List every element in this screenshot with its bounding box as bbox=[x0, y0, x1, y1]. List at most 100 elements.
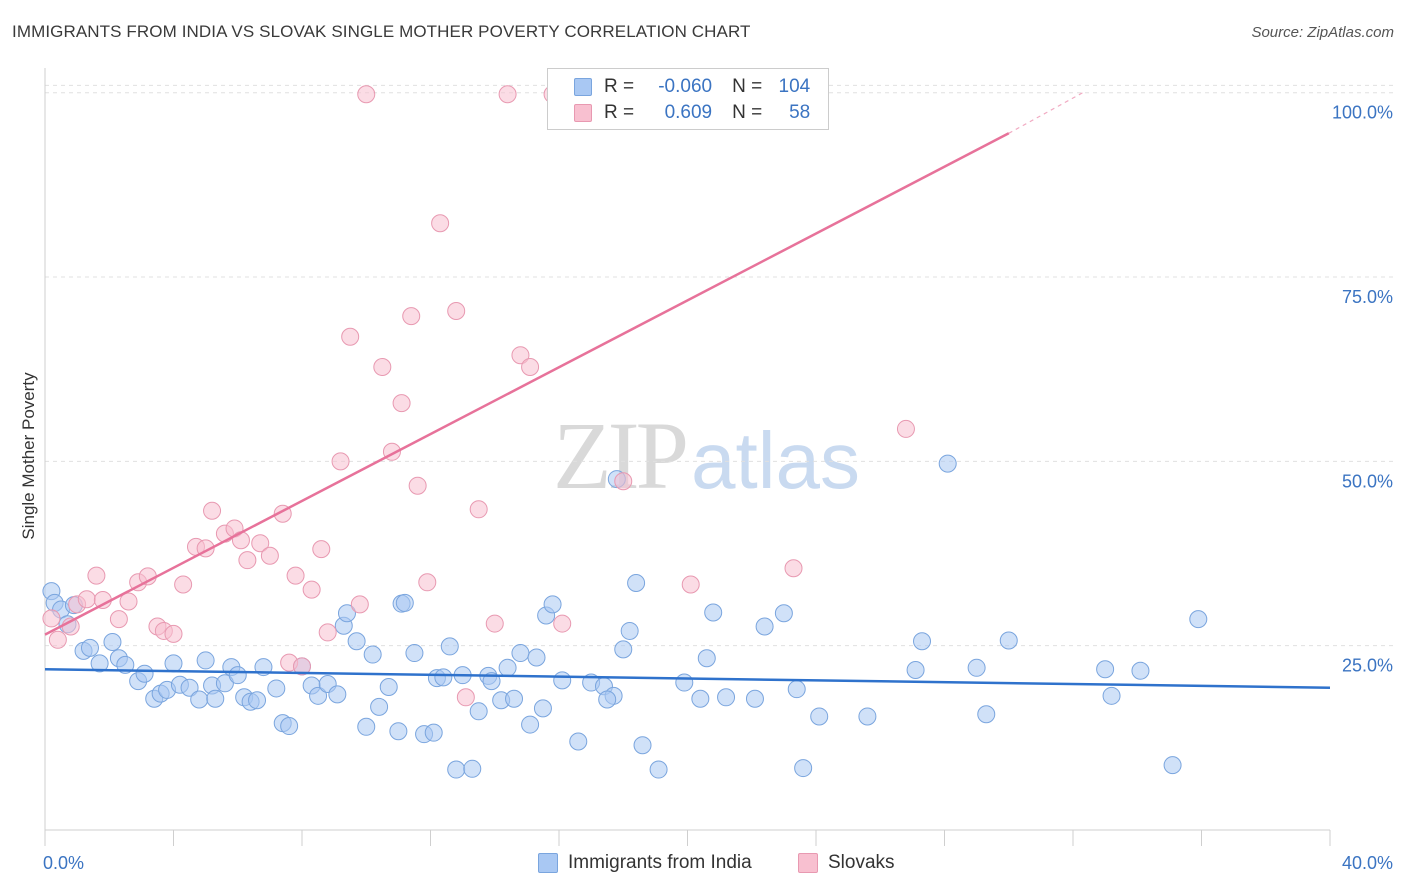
data-point bbox=[906, 661, 925, 680]
data-point bbox=[77, 590, 96, 609]
data-point bbox=[190, 690, 209, 709]
data-point bbox=[858, 707, 877, 726]
axes bbox=[44, 68, 1331, 846]
legend-item-india[interactable]: Immigrants from India bbox=[538, 852, 752, 874]
data-point bbox=[48, 630, 67, 649]
data-point bbox=[717, 688, 736, 707]
data-point bbox=[533, 699, 552, 718]
data-point bbox=[1131, 661, 1150, 680]
data-point bbox=[373, 358, 392, 377]
data-point bbox=[1102, 686, 1121, 705]
data-point bbox=[598, 690, 617, 709]
legend-r-label: R = bbox=[604, 102, 635, 123]
legend-label-slovaks: Slovaks bbox=[828, 852, 895, 873]
data-point bbox=[896, 419, 915, 438]
data-point bbox=[302, 580, 321, 599]
data-point bbox=[649, 760, 668, 779]
legend-r-label: R = bbox=[604, 76, 635, 97]
trend-line bbox=[44, 132, 1010, 636]
legend-swatch-india bbox=[538, 853, 558, 873]
data-point bbox=[389, 722, 408, 741]
data-point bbox=[784, 559, 803, 578]
data-point bbox=[309, 686, 328, 705]
y-tick-label: 25.0% bbox=[1342, 656, 1393, 676]
data-point bbox=[485, 614, 504, 633]
data-point bbox=[447, 760, 466, 779]
data-point bbox=[238, 551, 257, 570]
data-point bbox=[341, 327, 360, 346]
data-point bbox=[521, 358, 540, 377]
data-point bbox=[286, 566, 305, 585]
data-point bbox=[691, 689, 710, 708]
data-point bbox=[206, 689, 225, 708]
data-point bbox=[260, 546, 279, 565]
data-point bbox=[498, 85, 517, 104]
data-point bbox=[511, 644, 530, 663]
y-tick-label: 50.0% bbox=[1342, 471, 1393, 491]
data-point bbox=[280, 717, 299, 736]
series-slovaks-points bbox=[42, 83, 915, 707]
y-tick-label: 75.0% bbox=[1342, 287, 1393, 307]
data-point bbox=[405, 644, 424, 663]
data-point bbox=[627, 574, 646, 593]
data-point bbox=[109, 610, 128, 629]
data-point bbox=[196, 651, 215, 670]
data-point bbox=[357, 85, 376, 104]
data-point bbox=[424, 723, 443, 742]
data-point bbox=[164, 654, 183, 673]
data-point bbox=[697, 649, 716, 668]
data-point bbox=[357, 717, 376, 736]
data-point bbox=[119, 592, 138, 611]
source-label: Source: ZipAtlas.com bbox=[1251, 24, 1394, 41]
data-point bbox=[977, 705, 996, 724]
data-point bbox=[215, 674, 234, 693]
data-point bbox=[350, 595, 369, 614]
data-point bbox=[614, 640, 633, 659]
data-point bbox=[1096, 660, 1115, 679]
data-point bbox=[456, 688, 475, 707]
x-tick-label: 40.0% bbox=[1342, 853, 1393, 873]
data-point bbox=[527, 648, 546, 667]
data-point bbox=[1189, 610, 1208, 629]
trend-line-extension bbox=[1008, 92, 1083, 134]
data-point bbox=[913, 632, 932, 651]
legend-item-slovaks[interactable]: Slovaks bbox=[798, 852, 895, 874]
data-point bbox=[347, 632, 366, 651]
legend-swatch-slovaks bbox=[798, 853, 818, 873]
data-point bbox=[312, 540, 331, 559]
legend-n-value: 58 bbox=[789, 102, 811, 123]
legend-n-label: N = bbox=[732, 102, 763, 123]
data-point bbox=[328, 685, 347, 704]
data-point bbox=[135, 664, 154, 683]
data-point bbox=[370, 697, 389, 716]
data-point bbox=[116, 655, 135, 674]
data-point bbox=[174, 575, 193, 594]
data-point bbox=[248, 691, 267, 710]
data-point bbox=[42, 609, 61, 628]
data-point bbox=[203, 501, 222, 520]
data-point bbox=[967, 658, 986, 677]
data-point bbox=[704, 603, 723, 622]
data-point bbox=[511, 346, 530, 365]
legend-label-india: Immigrants from India bbox=[568, 852, 752, 873]
correlation-legend: R = -0.060 N = 104 R = 0.609 N = 58 bbox=[547, 68, 829, 130]
data-point bbox=[569, 732, 588, 751]
legend-swatch-india bbox=[574, 78, 592, 96]
data-point bbox=[633, 736, 652, 755]
data-point bbox=[318, 623, 337, 642]
legend-r-value: 0.609 bbox=[664, 102, 713, 123]
trend-line bbox=[44, 668, 1331, 689]
data-point bbox=[431, 214, 450, 233]
legend-r-value: -0.060 bbox=[658, 76, 713, 97]
data-point bbox=[228, 666, 247, 685]
data-point bbox=[505, 689, 524, 708]
watermark-atlas: atlas bbox=[691, 416, 860, 505]
data-point bbox=[681, 575, 700, 594]
data-point bbox=[363, 645, 382, 664]
data-point bbox=[498, 658, 517, 677]
data-point bbox=[418, 573, 437, 592]
data-point bbox=[745, 689, 764, 708]
data-point bbox=[755, 617, 774, 636]
data-point bbox=[620, 621, 639, 640]
